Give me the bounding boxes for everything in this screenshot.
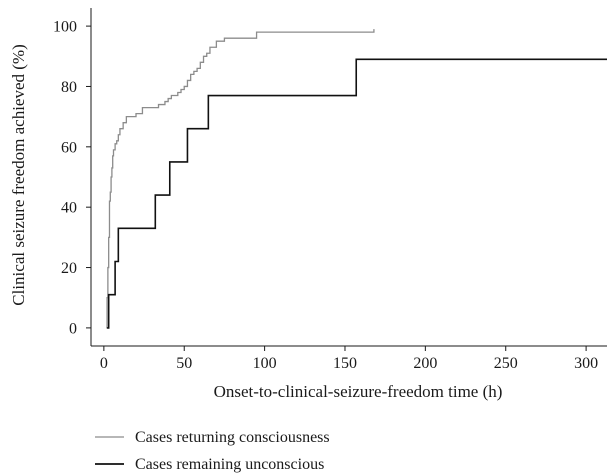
y-axis-label: Clinical seizure freedom achieved (%) [9,44,28,305]
y-tick-label: 40 [61,200,77,217]
legend-label: Cases remaining unconscious [135,456,324,473]
series-line-returning-consciousness [106,29,375,329]
x-tick-label: 100 [253,355,277,372]
x-axis-label: Onset-to-clinical-seizure-freedom time (… [214,382,503,401]
x-tick-label: 200 [413,355,437,372]
y-tick-label: 60 [61,139,77,156]
legend-label: Cases returning consciousness [135,429,330,446]
y-tick-label: 80 [61,79,77,96]
series-line-remaining-unconscious [107,58,607,329]
plot-area [106,29,607,329]
x-tick-label: 300 [574,355,598,372]
x-tick-label: 150 [333,355,357,372]
x-tick-label: 250 [494,355,518,372]
y-tick-label: 0 [69,320,77,337]
y-tick-label: 20 [61,260,77,277]
legend: Cases returning consciousness Cases remai… [95,429,330,473]
axes: 0 20 40 60 80 100 0 50 100 150 200 250 300 [53,8,607,372]
x-tick-label: 50 [176,355,192,372]
x-tick-label: 0 [100,355,108,372]
y-tick-label: 100 [53,19,77,36]
